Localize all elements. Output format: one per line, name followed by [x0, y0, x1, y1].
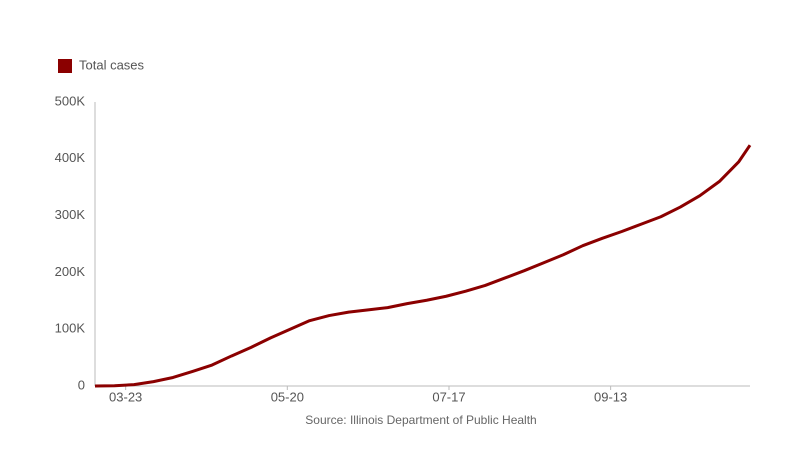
legend-swatch	[58, 59, 72, 73]
x-tick-label: 05-20	[271, 389, 304, 404]
x-tick-label: 07-17	[432, 389, 465, 404]
legend-label: Total cases	[79, 57, 145, 72]
y-tick-label: 500K	[55, 93, 86, 108]
x-tick-label: 09-13	[594, 389, 627, 404]
line	[94, 144, 752, 388]
x-tick-label: 03-23	[109, 389, 142, 404]
y-tick-label: 100K	[55, 321, 86, 336]
y-tick-label: 200K	[55, 264, 86, 279]
source: Source: Illinois Department of Public He…	[305, 413, 536, 427]
y-tick-label: 400K	[55, 150, 86, 165]
y-tick-label: 300K	[55, 207, 86, 222]
y-tick-label: 0	[78, 377, 85, 392]
